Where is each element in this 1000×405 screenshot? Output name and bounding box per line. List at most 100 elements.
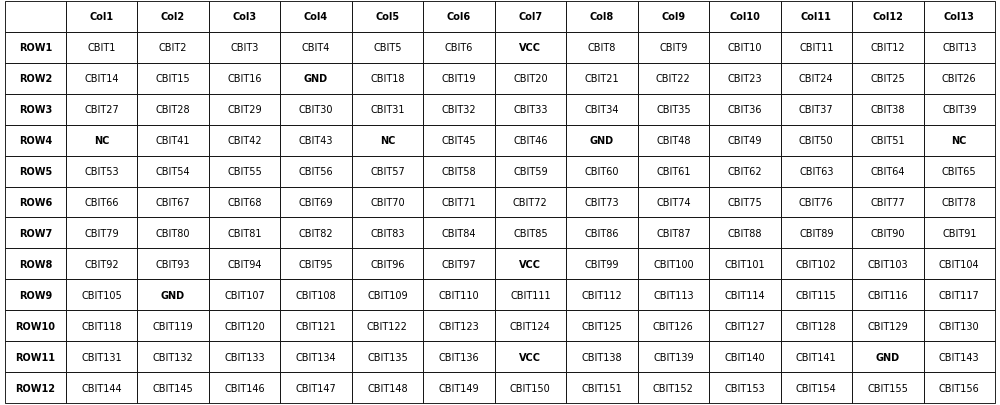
Text: VCC: VCC (519, 43, 541, 53)
Bar (5, 2, 66, 33)
Bar (638, 156, 709, 187)
Text: Col7: Col7 (518, 13, 542, 22)
Text: CBIT103: CBIT103 (867, 259, 908, 269)
Text: CBIT99: CBIT99 (585, 259, 619, 269)
Bar (924, 218, 995, 249)
Text: CBIT119: CBIT119 (153, 321, 193, 331)
Bar (209, 279, 280, 311)
Text: Col10: Col10 (729, 13, 760, 22)
Bar (638, 249, 709, 279)
Bar (280, 156, 352, 187)
Text: CBIT136: CBIT136 (439, 352, 479, 362)
Text: CBIT21: CBIT21 (585, 74, 619, 84)
Text: CBIT133: CBIT133 (224, 352, 265, 362)
Bar (709, 94, 781, 126)
Text: CBIT54: CBIT54 (156, 167, 190, 177)
Text: CBIT121: CBIT121 (296, 321, 336, 331)
Bar (137, 218, 209, 249)
Text: CBIT70: CBIT70 (370, 198, 405, 207)
Bar (423, 187, 495, 218)
Bar (352, 64, 423, 94)
Text: CBIT115: CBIT115 (796, 290, 837, 300)
Bar (781, 187, 852, 218)
Text: ROW7: ROW7 (19, 228, 52, 238)
Bar (638, 126, 709, 156)
Text: GND: GND (590, 136, 614, 146)
Bar (66, 64, 137, 94)
Bar (209, 311, 280, 341)
Bar (924, 187, 995, 218)
Text: ROW4: ROW4 (19, 136, 52, 146)
Text: CBIT25: CBIT25 (870, 74, 905, 84)
Text: CBIT139: CBIT139 (653, 352, 694, 362)
Text: ROW8: ROW8 (19, 259, 52, 269)
Text: CBIT68: CBIT68 (227, 198, 262, 207)
Bar (5, 187, 66, 218)
Text: CBIT2: CBIT2 (159, 43, 187, 53)
Text: CBIT16: CBIT16 (227, 74, 262, 84)
Text: CBIT151: CBIT151 (581, 383, 622, 392)
Bar (137, 33, 209, 64)
Bar (495, 156, 566, 187)
Bar (638, 94, 709, 126)
Text: CBIT23: CBIT23 (727, 74, 762, 84)
Bar (66, 187, 137, 218)
Bar (209, 341, 280, 372)
Bar (280, 311, 352, 341)
Text: CBIT138: CBIT138 (582, 352, 622, 362)
Text: CBIT41: CBIT41 (156, 136, 190, 146)
Bar (209, 372, 280, 403)
Text: CBIT97: CBIT97 (442, 259, 476, 269)
Text: Col9: Col9 (661, 13, 685, 22)
Text: CBIT32: CBIT32 (442, 105, 476, 115)
Text: CBIT113: CBIT113 (653, 290, 694, 300)
Bar (66, 372, 137, 403)
Bar (423, 249, 495, 279)
Bar (566, 311, 638, 341)
Text: CBIT72: CBIT72 (513, 198, 548, 207)
Bar (781, 249, 852, 279)
Bar (137, 341, 209, 372)
Bar (781, 64, 852, 94)
Bar (280, 372, 352, 403)
Bar (709, 279, 781, 311)
Bar (5, 372, 66, 403)
Bar (638, 187, 709, 218)
Text: CBIT85: CBIT85 (513, 228, 548, 238)
Text: CBIT131: CBIT131 (81, 352, 122, 362)
Text: CBIT79: CBIT79 (84, 228, 119, 238)
Bar (852, 218, 924, 249)
Bar (566, 279, 638, 311)
Bar (852, 156, 924, 187)
Text: CBIT53: CBIT53 (84, 167, 119, 177)
Text: CBIT42: CBIT42 (227, 136, 262, 146)
Text: CBIT154: CBIT154 (796, 383, 837, 392)
Bar (280, 94, 352, 126)
Text: CBIT83: CBIT83 (370, 228, 405, 238)
Bar (137, 187, 209, 218)
Bar (924, 279, 995, 311)
Bar (566, 218, 638, 249)
Text: CBIT9: CBIT9 (659, 43, 688, 53)
Text: CBIT155: CBIT155 (867, 383, 908, 392)
Bar (423, 156, 495, 187)
Text: CBIT59: CBIT59 (513, 167, 548, 177)
Bar (852, 279, 924, 311)
Bar (352, 156, 423, 187)
Text: CBIT14: CBIT14 (84, 74, 119, 84)
Text: CBIT89: CBIT89 (799, 228, 834, 238)
Bar (5, 94, 66, 126)
Bar (352, 218, 423, 249)
Bar (709, 156, 781, 187)
Text: CBIT22: CBIT22 (656, 74, 691, 84)
Text: CBIT37: CBIT37 (799, 105, 834, 115)
Text: CBIT20: CBIT20 (513, 74, 548, 84)
Text: CBIT39: CBIT39 (942, 105, 977, 115)
Bar (352, 126, 423, 156)
Text: CBIT112: CBIT112 (581, 290, 622, 300)
Bar (638, 341, 709, 372)
Text: CBIT128: CBIT128 (796, 321, 837, 331)
Bar (209, 187, 280, 218)
Bar (5, 126, 66, 156)
Text: CBIT108: CBIT108 (296, 290, 336, 300)
